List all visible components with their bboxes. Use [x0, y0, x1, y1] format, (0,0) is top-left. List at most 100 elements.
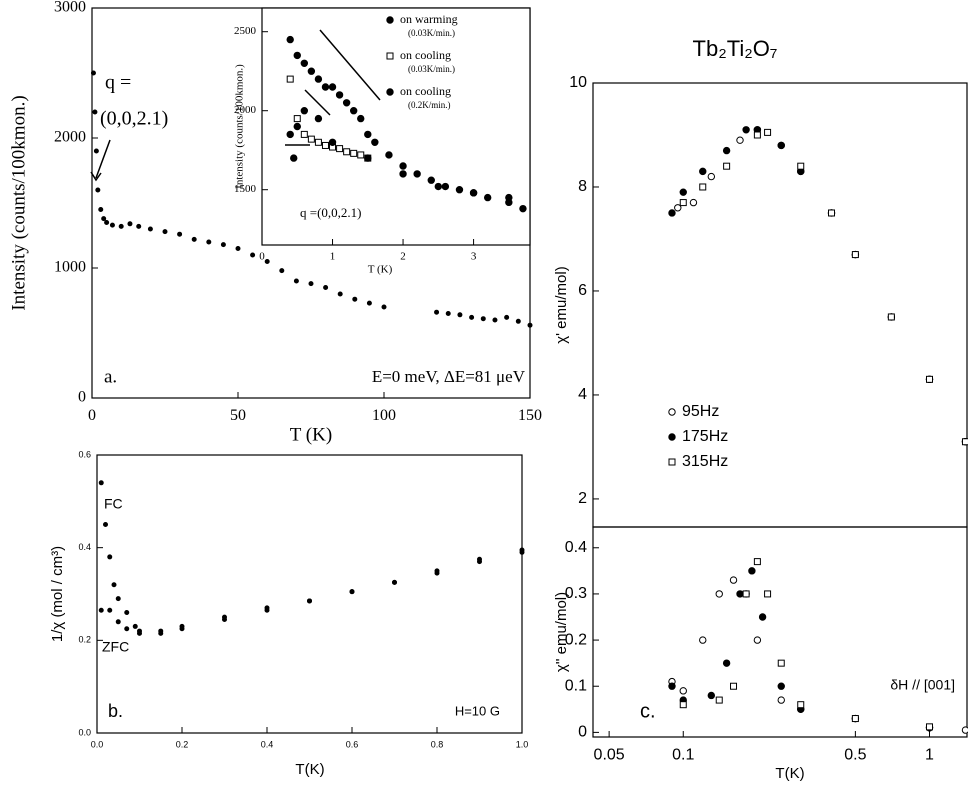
marker [399, 162, 407, 170]
marker [828, 209, 836, 217]
x-tick-label: 1.0 [516, 739, 529, 749]
annotation: δH // [001] [890, 677, 955, 693]
marker [307, 598, 312, 604]
series-label: FC [104, 496, 123, 512]
marker [851, 251, 859, 259]
marker [679, 188, 687, 196]
series-label: ZFC [102, 639, 129, 655]
marker [674, 204, 682, 212]
arrow-head [90, 171, 102, 182]
x-tick-label: 1 [925, 747, 934, 764]
y-tick-label: 0.0 [78, 727, 91, 737]
x-tick-label: 3 [471, 251, 477, 263]
marker [707, 691, 716, 700]
marker [127, 221, 133, 227]
marker [477, 559, 482, 565]
marker [290, 154, 298, 162]
annotation: q = [105, 72, 131, 94]
marker [492, 317, 498, 323]
y-tick-label: 0.4 [78, 542, 91, 552]
marker [179, 626, 185, 632]
marker [777, 659, 785, 667]
legend-marker [386, 88, 394, 96]
x-tick-label: 0.0 [91, 739, 104, 749]
marker [342, 99, 351, 107]
marker [279, 268, 285, 274]
marker [328, 138, 337, 147]
x-tick-label: 0 [259, 251, 265, 263]
marker [314, 138, 322, 146]
marker [777, 141, 785, 150]
y-tick-label: 8 [578, 178, 587, 195]
marker [286, 130, 294, 139]
y-tick-label: 1500 [234, 183, 257, 195]
marker [220, 242, 226, 248]
marker [158, 630, 164, 636]
marker [357, 151, 365, 159]
marker [668, 682, 676, 690]
arrow [95, 139, 111, 179]
marker [350, 149, 358, 157]
x-tick-label: 0.05 [594, 747, 625, 764]
x-tick-label: 100 [372, 407, 396, 424]
marker [107, 554, 113, 560]
marker [107, 607, 113, 613]
x-axis-label: T (K) [290, 424, 332, 445]
y-tick-label: 0.4 [565, 539, 587, 556]
marker [177, 231, 183, 237]
marker [335, 91, 344, 99]
y-tick-label: 6 [578, 282, 587, 299]
legend-sublabel: (0.2K/min.) [408, 100, 451, 110]
marker [132, 623, 138, 629]
marker [323, 285, 329, 290]
marker [286, 75, 294, 83]
y-tick-label: 0.3 [565, 585, 587, 602]
y-axis-label: 1/χ (mol / cm³) [49, 546, 66, 642]
marker [455, 186, 464, 194]
marker [504, 314, 510, 320]
marker [162, 229, 168, 235]
marker [427, 176, 435, 184]
y-tick-label: 2000 [54, 129, 86, 146]
marker [753, 131, 761, 139]
marker [109, 222, 115, 228]
marker [286, 35, 294, 44]
marker [392, 579, 397, 585]
marker [748, 567, 756, 575]
marker [191, 236, 197, 242]
annotation: c. [640, 700, 656, 722]
marker [98, 607, 104, 613]
marker [90, 70, 96, 76]
marker [797, 701, 805, 709]
marker [515, 318, 521, 324]
marker [699, 636, 707, 644]
marker [469, 314, 475, 320]
x-axis-label: T(K) [775, 765, 804, 782]
marker [434, 570, 440, 576]
x-tick-label: 0 [88, 407, 96, 424]
marker [235, 246, 241, 251]
y-tick-label: 0 [78, 389, 86, 406]
y-tick-label: 0 [578, 724, 587, 741]
marker [321, 83, 330, 91]
x-tick-label: 50 [230, 407, 246, 424]
legend-label: 315Hz [682, 453, 728, 470]
marker [222, 616, 227, 622]
marker [137, 630, 142, 636]
marker [679, 199, 687, 207]
marker [349, 107, 358, 115]
y-tick-label: 2000 [234, 104, 257, 116]
marker [722, 146, 731, 155]
marker [98, 480, 104, 486]
marker [715, 696, 723, 704]
marker [925, 375, 933, 383]
plot-frame [96, 454, 523, 734]
plot-frame [261, 7, 531, 246]
y-tick-label: 2 [578, 490, 587, 507]
arrow [304, 89, 331, 116]
marker [925, 723, 933, 731]
marker [95, 187, 101, 193]
annotation: H=10 G [455, 703, 500, 718]
marker [364, 130, 372, 139]
x-tick-label: 0.5 [844, 747, 866, 764]
